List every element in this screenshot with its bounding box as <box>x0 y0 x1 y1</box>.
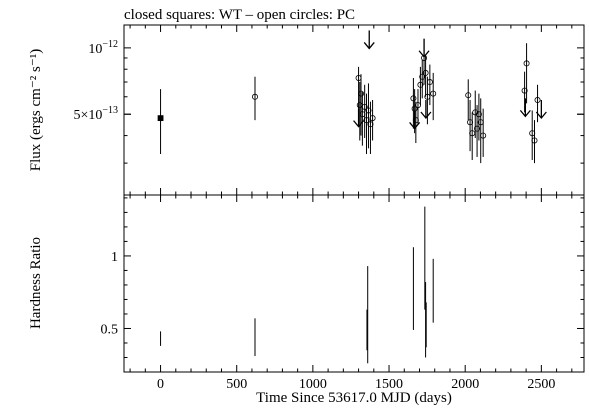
x-axis-ticks: 0 500 1000 1500 2000 2500 <box>129 25 573 392</box>
upper-limit-arrow-head <box>363 42 375 50</box>
pc-open-circle <box>419 73 426 80</box>
flux-data-marks <box>157 30 547 164</box>
x-tick-label: 1500 <box>375 377 403 392</box>
upper-limit-arrow-head <box>420 111 432 120</box>
pc-open-circle <box>534 97 541 104</box>
pc-open-circle <box>251 93 258 100</box>
hardness-panel-frame <box>123 194 585 373</box>
pc-open-circle <box>422 69 429 76</box>
pc-open-circle <box>410 95 417 102</box>
upper-limit-arrow-head <box>519 109 531 118</box>
hardness-y-axis-label: Hardness Ratio <box>28 237 44 329</box>
wt-closed-square <box>157 115 164 122</box>
pc-open-circle <box>358 90 365 97</box>
pc-open-circle <box>426 79 433 86</box>
hardness-y-ticks: 0.51 <box>101 197 584 373</box>
pc-open-circle <box>531 137 538 144</box>
flux-y-axis-label: Flux (ergs cm⁻² s⁻¹) <box>28 49 44 171</box>
pc-open-circle <box>361 103 368 110</box>
x-tick-label: 500 <box>226 377 247 392</box>
hr-tick-label: 0.5 <box>101 322 119 337</box>
pc-open-circle <box>365 107 372 114</box>
pc-open-circle <box>465 92 472 99</box>
pc-open-circle <box>474 125 481 132</box>
pc-open-circle <box>369 115 376 122</box>
flux-y-ticks: 10−12 5×10−13 <box>73 39 584 164</box>
pc-open-circle <box>480 132 487 139</box>
flux-tick-label: 5×10−13 <box>73 105 118 123</box>
pc-open-circle <box>430 90 437 97</box>
hr-tick-label: 1 <box>111 250 118 265</box>
x-tick-label: 2000 <box>451 377 479 392</box>
pc-open-circle <box>363 117 370 124</box>
pc-open-circle <box>417 81 424 88</box>
upper-limit-arrow-head <box>418 50 430 58</box>
upper-limit-arrow-head <box>353 120 365 128</box>
pc-open-circle <box>475 111 482 118</box>
x-tick-label: 0 <box>157 377 164 392</box>
flux-tick-label: 10−12 <box>88 39 118 57</box>
hardness-data-marks <box>160 206 434 364</box>
pc-open-circle <box>521 87 528 94</box>
pc-open-circle <box>472 109 479 116</box>
upper-limit-arrow-head <box>535 111 547 120</box>
x-tick-label: 1000 <box>299 377 327 392</box>
pc-open-circle <box>523 60 530 67</box>
x-axis-label: Time Since 53617.0 MJD (days) <box>256 390 452 406</box>
chart-title: closed squares: WT – open circles: PC <box>124 7 355 23</box>
x-tick-label: 2500 <box>527 377 555 392</box>
upper-limit-arrow-head <box>409 122 421 130</box>
flux-panel-frame <box>123 24 585 196</box>
